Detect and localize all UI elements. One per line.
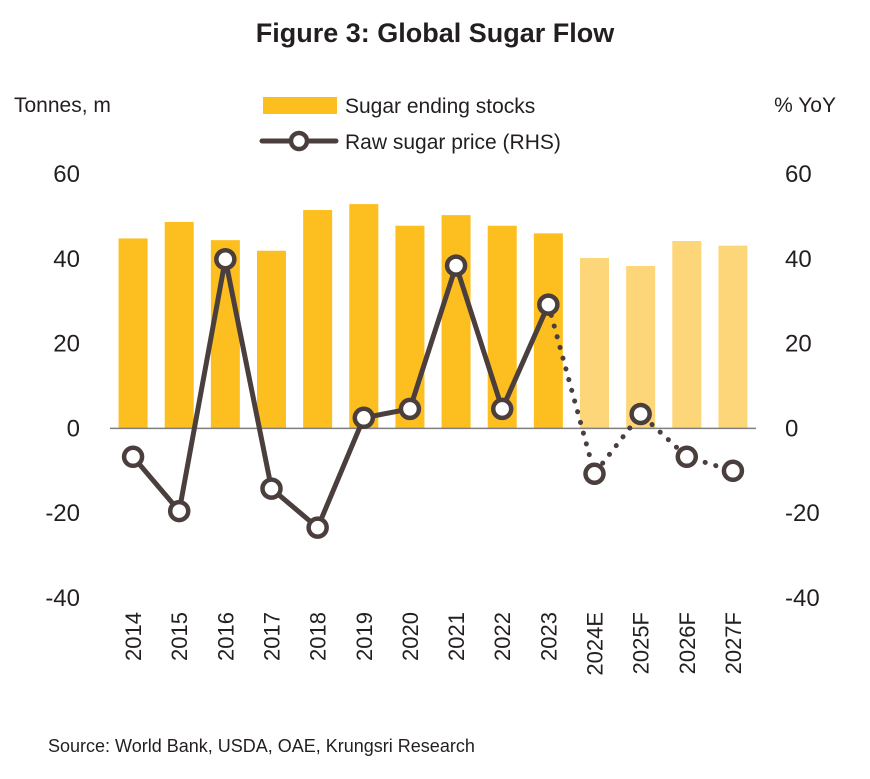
line-series-price [121, 247, 745, 539]
x-tick-label: 2027F [721, 612, 746, 674]
chart-title: Figure 3: Global Sugar Flow [256, 18, 616, 48]
left-tick-label: -20 [45, 500, 80, 527]
bar-2025F [626, 266, 656, 429]
bar-2026F [672, 240, 702, 429]
legend-label-stocks: Sugar ending stocks [345, 95, 535, 118]
bar-2022 [487, 225, 517, 429]
bar-2020 [395, 225, 425, 429]
price-marker-2021 [444, 254, 468, 277]
price-marker-2026F [675, 445, 699, 469]
left-tick-label: 60 [53, 161, 80, 188]
bar-2019 [349, 204, 379, 429]
price-line-actual [131, 256, 551, 531]
x-tick-label: 2015 [167, 612, 192, 661]
right-tick-label: 0 [785, 415, 798, 442]
right-tick-label: -40 [785, 585, 820, 612]
x-tick-label: 2024E [583, 612, 608, 676]
price-marker-2027F [721, 459, 745, 483]
source-note: Source: World Bank, USDA, OAE, Krungsri … [48, 736, 475, 756]
price-marker-2019 [352, 406, 376, 430]
left-tick-label: 20 [53, 331, 80, 358]
price-marker-2023 [537, 293, 560, 316]
price-marker-2024E [583, 462, 606, 486]
x-tick-label: 2019 [352, 612, 377, 661]
x-tick-label: 2016 [213, 612, 238, 661]
x-tick-label: 2023 [536, 612, 561, 661]
bar-2017 [257, 250, 286, 429]
bar-series-stocks [118, 204, 748, 429]
x-tick-label: 2017 [260, 612, 285, 661]
x-axis-ticks: 2014 2015 2016 2017 2018 2019 2020 2021 2022 2023… [121, 612, 746, 676]
bar-2014 [118, 238, 148, 429]
price-marker-2015 [167, 499, 191, 523]
price-marker-2016 [214, 247, 237, 271]
right-axis-title: % YoY [774, 94, 836, 117]
x-tick-label: 2020 [398, 612, 423, 661]
x-tick-label: 2022 [490, 612, 515, 661]
bar-2015 [164, 221, 194, 429]
bar-2018 [303, 210, 333, 429]
right-tick-label: 60 [785, 161, 812, 188]
bar-2024E [580, 257, 609, 429]
x-tick-label: 2014 [121, 612, 146, 661]
left-axis-ticks: 60 40 20 0 -20 -40 [45, 161, 80, 612]
bar-2027F [718, 245, 748, 429]
x-tick-label: 2025F [629, 612, 654, 674]
price-marker-2017 [260, 477, 283, 500]
legend: Sugar ending stocks Raw sugar price (RHS… [259, 95, 561, 154]
price-marker-2020 [398, 397, 422, 421]
left-tick-label: 40 [53, 246, 80, 273]
left-tick-label: -40 [45, 585, 80, 612]
right-tick-label: -20 [785, 500, 820, 527]
x-tick-label: 2026F [675, 612, 700, 674]
right-tick-label: 40 [785, 246, 812, 273]
right-tick-label: 20 [785, 331, 812, 358]
left-axis-title: Tonnes, m [14, 94, 111, 117]
left-tick-label: 0 [67, 415, 80, 442]
x-tick-label: 2018 [306, 612, 331, 661]
legend-swatch-stocks [263, 97, 337, 114]
bar-2021 [441, 215, 471, 429]
price-marker-2014 [121, 445, 145, 469]
price-marker-2022 [490, 397, 514, 421]
legend-marker-price [288, 130, 310, 152]
price-marker-2025F [629, 402, 652, 426]
legend-label-price: Raw sugar price (RHS) [345, 131, 561, 154]
right-axis-ticks: 60 40 20 0 -20 -40 [785, 161, 820, 612]
x-tick-label: 2021 [444, 612, 469, 661]
price-marker-2018 [306, 516, 329, 539]
